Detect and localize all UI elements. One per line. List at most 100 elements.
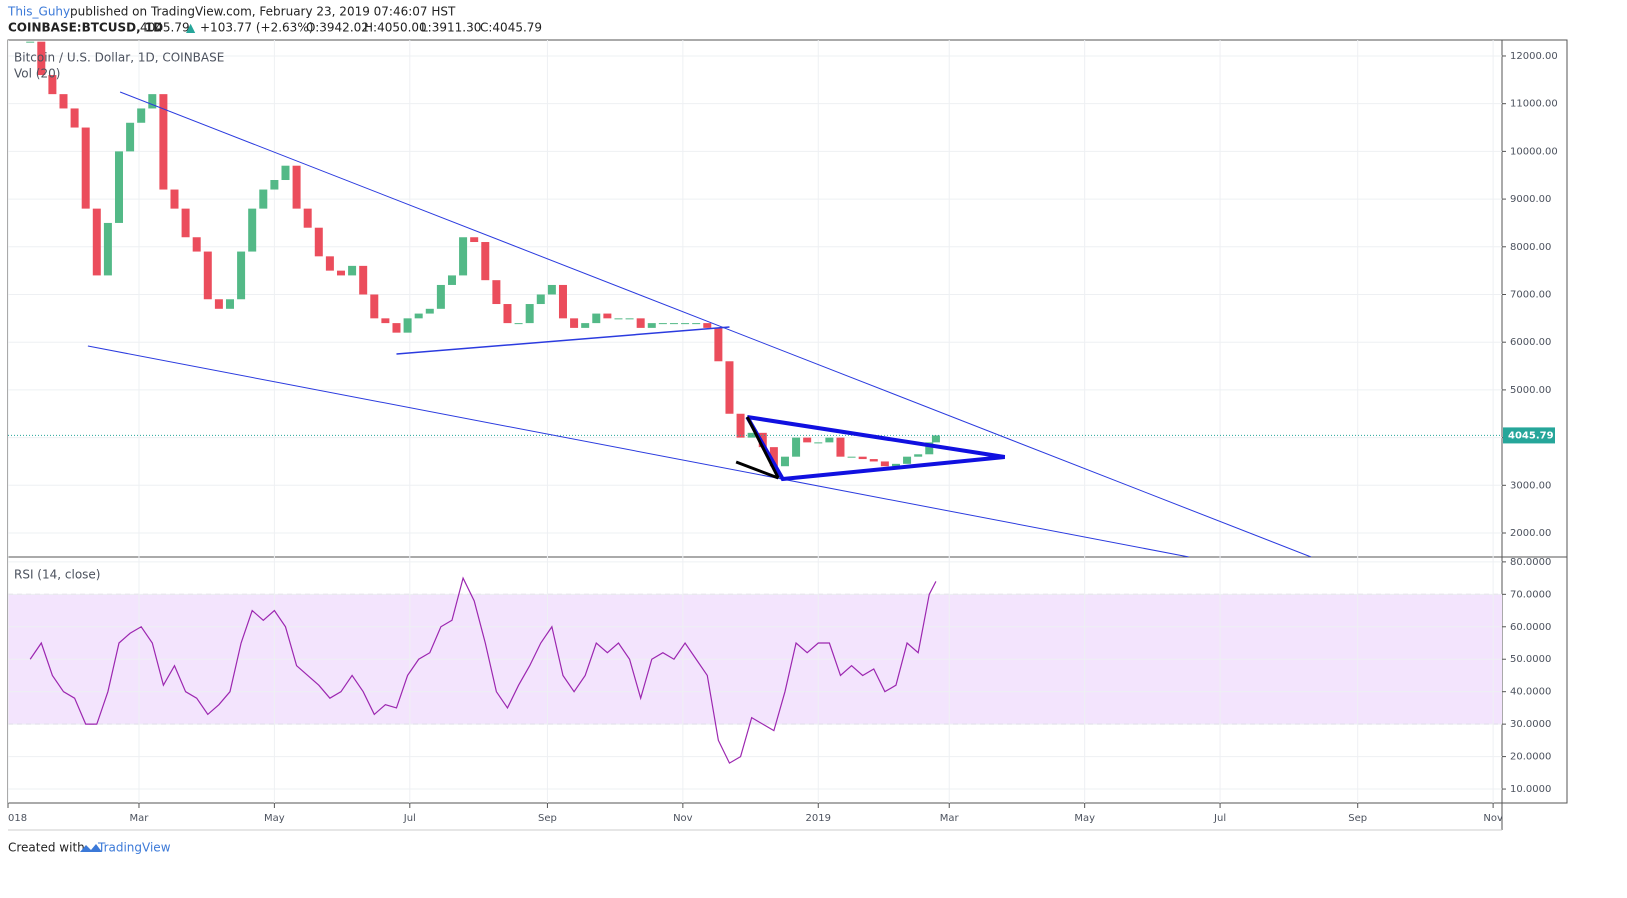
candle (170, 189, 179, 209)
candle (403, 318, 412, 333)
candle (681, 323, 690, 325)
candle (359, 265, 368, 295)
candle (248, 208, 257, 252)
x-tick-label: Nov (673, 813, 693, 824)
x-tick-label: May (264, 813, 285, 824)
candle (425, 308, 434, 314)
candle (59, 94, 68, 109)
candle (880, 461, 889, 467)
candle (903, 456, 912, 464)
trendline (119, 91, 1312, 557)
candle (758, 432, 767, 448)
candle (669, 323, 678, 325)
candle (203, 251, 212, 300)
candle (26, 41, 35, 43)
candle (792, 437, 801, 457)
pane (8, 40, 1502, 557)
candle (547, 284, 556, 295)
candle (381, 318, 390, 324)
x-tick-label: 018 (8, 813, 27, 824)
candle (525, 304, 534, 324)
candle (914, 454, 923, 457)
candle (303, 208, 312, 228)
candle (281, 165, 290, 181)
y-tick-label: 50.0000 (1510, 654, 1551, 665)
candle (103, 222, 112, 276)
candle (603, 313, 612, 319)
x-tick-label: Mar (940, 813, 960, 824)
candle (803, 437, 812, 443)
y-tick-label: 10.0000 (1510, 784, 1551, 795)
candle (747, 432, 756, 438)
candle (847, 456, 856, 458)
candle (725, 361, 734, 414)
candle (181, 208, 190, 238)
candle (336, 270, 345, 276)
open: O:3942.02 (306, 21, 369, 35)
y-tick-label: 3000.00 (1510, 480, 1551, 491)
candle (614, 318, 623, 320)
y-tick-label: 12000.00 (1510, 51, 1558, 62)
candle (270, 180, 279, 190)
y-tick-label: 10000.00 (1510, 146, 1558, 157)
candle (736, 413, 745, 438)
x-tick-label: May (1074, 813, 1095, 824)
candle (836, 437, 845, 457)
candle (769, 447, 778, 467)
candle (703, 323, 712, 328)
candle (92, 208, 101, 276)
arrow: ▲ (186, 21, 196, 35)
symbol: COINBASE:BTCUSD, 1D (8, 21, 163, 35)
candle (558, 284, 567, 319)
candle (314, 227, 323, 257)
y-tick-label: 70.0000 (1510, 589, 1551, 600)
x-tick-label: 2019 (806, 813, 831, 824)
candle (370, 294, 379, 319)
candle (814, 442, 823, 444)
y-tick-label: 8000.00 (1510, 242, 1551, 253)
last: 4045.79 (140, 21, 190, 35)
candle (925, 442, 934, 455)
y-tick-label: 7000.00 (1510, 289, 1551, 300)
pane-title: Bitcoin / U.S. Dollar, 1D, COINBASE (14, 51, 224, 65)
trendline (745, 415, 1006, 482)
candle (325, 256, 334, 271)
volume-label: Vol (20) (14, 67, 60, 81)
candle (237, 251, 246, 300)
low: L:3911.30 (421, 21, 481, 35)
candle (259, 189, 268, 209)
candle (581, 323, 590, 328)
candle (292, 165, 301, 209)
y-tick-label: 11000.00 (1510, 99, 1558, 110)
candle (858, 456, 867, 460)
candle (891, 463, 900, 467)
pane-title: RSI (14, close) (14, 568, 100, 582)
y-tick-label: 40.0000 (1510, 687, 1551, 698)
trendline (87, 345, 1190, 557)
rsi-line (29, 576, 937, 764)
brand[interactable]: TradingView (97, 841, 171, 855)
y-tick-label: 60.0000 (1510, 622, 1551, 633)
x-tick-label: Mar (130, 813, 150, 824)
candle (392, 323, 401, 333)
author[interactable]: This_Guhy (7, 5, 70, 19)
candle (931, 435, 940, 443)
footer: Created with (8, 841, 85, 855)
x-tick-label: Jul (1213, 813, 1226, 824)
pane (8, 557, 1502, 803)
candle (148, 94, 157, 109)
candle (481, 242, 490, 281)
candle (658, 323, 667, 325)
y-tick-label: 9000.00 (1510, 194, 1551, 205)
last-price-tag (1503, 427, 1555, 444)
candle (159, 94, 168, 190)
x-tick-label: Sep (538, 813, 557, 824)
trendline (396, 326, 730, 355)
candle (225, 299, 234, 309)
last-price-label: 4045.79 (1508, 430, 1554, 441)
candle (825, 437, 834, 443)
x-tick-label: Sep (1348, 813, 1367, 824)
x-tick-label: Nov (1483, 813, 1503, 824)
candle (459, 237, 468, 276)
